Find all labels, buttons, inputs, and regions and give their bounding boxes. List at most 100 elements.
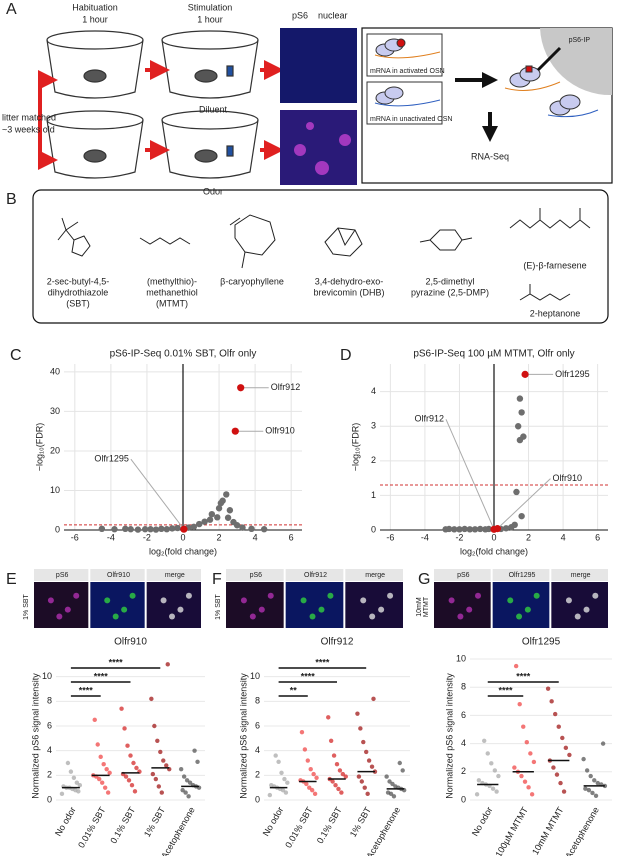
x-tick-label: 1% SBT xyxy=(348,805,373,839)
significance-label: **** xyxy=(301,671,316,681)
point xyxy=(152,723,157,729)
panel-label: E xyxy=(6,571,17,588)
point xyxy=(178,766,184,772)
y-tick-label: 10 xyxy=(50,485,60,495)
cell xyxy=(466,606,473,613)
point xyxy=(304,781,309,787)
structures xyxy=(57,208,591,301)
point xyxy=(563,745,569,751)
x-tick-label: 10mM MTMT xyxy=(530,805,566,856)
point xyxy=(371,696,376,702)
cell xyxy=(129,592,136,599)
side-label: 10mM xyxy=(416,597,423,617)
point xyxy=(119,706,124,711)
channel-label: Olfr1295 xyxy=(509,572,536,579)
point xyxy=(340,771,346,777)
point xyxy=(156,784,162,789)
cell xyxy=(177,606,184,613)
side-label: MTMT xyxy=(423,596,430,617)
compound-name: methanethiol xyxy=(146,287,198,297)
point xyxy=(334,762,340,767)
point xyxy=(482,738,487,743)
panel-label: D xyxy=(340,347,352,364)
ip-art xyxy=(366,33,599,125)
compound-name: (E)-β-farnesene xyxy=(523,260,586,270)
x-tick-label: No odor xyxy=(470,805,495,838)
point xyxy=(305,758,310,763)
point xyxy=(391,794,397,799)
ip-bead xyxy=(540,28,612,96)
panel-a-arrows xyxy=(38,60,284,170)
point xyxy=(131,760,136,766)
label-leader xyxy=(497,478,551,529)
micrograph xyxy=(345,582,403,628)
point xyxy=(308,766,313,772)
point xyxy=(393,784,398,789)
point xyxy=(192,748,197,753)
point-label: Olfr910 xyxy=(265,426,295,436)
cell xyxy=(369,613,376,620)
point-label: Olfr912 xyxy=(271,382,301,392)
x-axis-label: log₂(fold change) xyxy=(460,546,528,556)
label: Odor xyxy=(203,186,223,196)
significance-label: **** xyxy=(109,657,124,667)
point xyxy=(128,753,133,758)
point xyxy=(516,436,524,444)
point-label: Olfr910 xyxy=(552,473,582,483)
point xyxy=(134,526,142,533)
point xyxy=(312,791,318,797)
ip-box xyxy=(361,27,613,184)
point xyxy=(92,717,97,723)
cell xyxy=(360,597,367,604)
point xyxy=(485,525,493,533)
point xyxy=(554,772,560,777)
cell xyxy=(249,613,256,620)
point xyxy=(282,776,287,782)
point xyxy=(326,715,331,720)
y-axis-label: −log₁₀(FDR) xyxy=(34,423,44,472)
point xyxy=(502,525,510,532)
point xyxy=(71,775,77,780)
point xyxy=(355,711,360,716)
point-label: Olfr1295 xyxy=(94,454,129,464)
point xyxy=(595,780,600,786)
highlight-point xyxy=(493,525,502,533)
compound-name: brevicomin (DHB) xyxy=(313,287,384,297)
point xyxy=(531,759,537,765)
point xyxy=(445,525,453,533)
point xyxy=(496,773,501,779)
point xyxy=(365,791,370,797)
micrograph-header xyxy=(146,569,201,581)
point xyxy=(150,771,156,777)
highlight-point xyxy=(521,370,529,378)
compound-name: (methylthio)- xyxy=(147,276,197,286)
chart-title: Olfr1295 xyxy=(522,637,561,648)
y-tick-label: 1 xyxy=(371,490,376,500)
point xyxy=(518,409,525,416)
point xyxy=(99,780,105,785)
cell xyxy=(516,613,523,620)
point xyxy=(512,765,517,770)
significance-label: **** xyxy=(498,685,513,695)
point xyxy=(494,789,499,794)
point xyxy=(556,724,561,729)
y-tick-label: 0 xyxy=(47,794,52,804)
cell xyxy=(387,592,394,599)
y-tick-label: 0 xyxy=(55,524,60,534)
micrograph-header xyxy=(90,569,145,581)
channel-label: merge xyxy=(365,572,385,579)
point xyxy=(279,770,284,776)
compound-name: pyrazine (2,5-DMP) xyxy=(411,287,489,297)
micrograph xyxy=(34,582,89,628)
panel-label: G xyxy=(418,571,430,588)
point xyxy=(519,773,524,779)
cell xyxy=(524,606,531,613)
x-tick-label: 0.01% SBT xyxy=(76,805,108,850)
x-tick-label: -6 xyxy=(386,532,394,542)
label: litter matched xyxy=(2,112,56,122)
point xyxy=(132,789,138,794)
chart-title: Olfr910 xyxy=(114,637,147,648)
point xyxy=(471,526,479,533)
y-tick-label: 30 xyxy=(50,406,60,416)
